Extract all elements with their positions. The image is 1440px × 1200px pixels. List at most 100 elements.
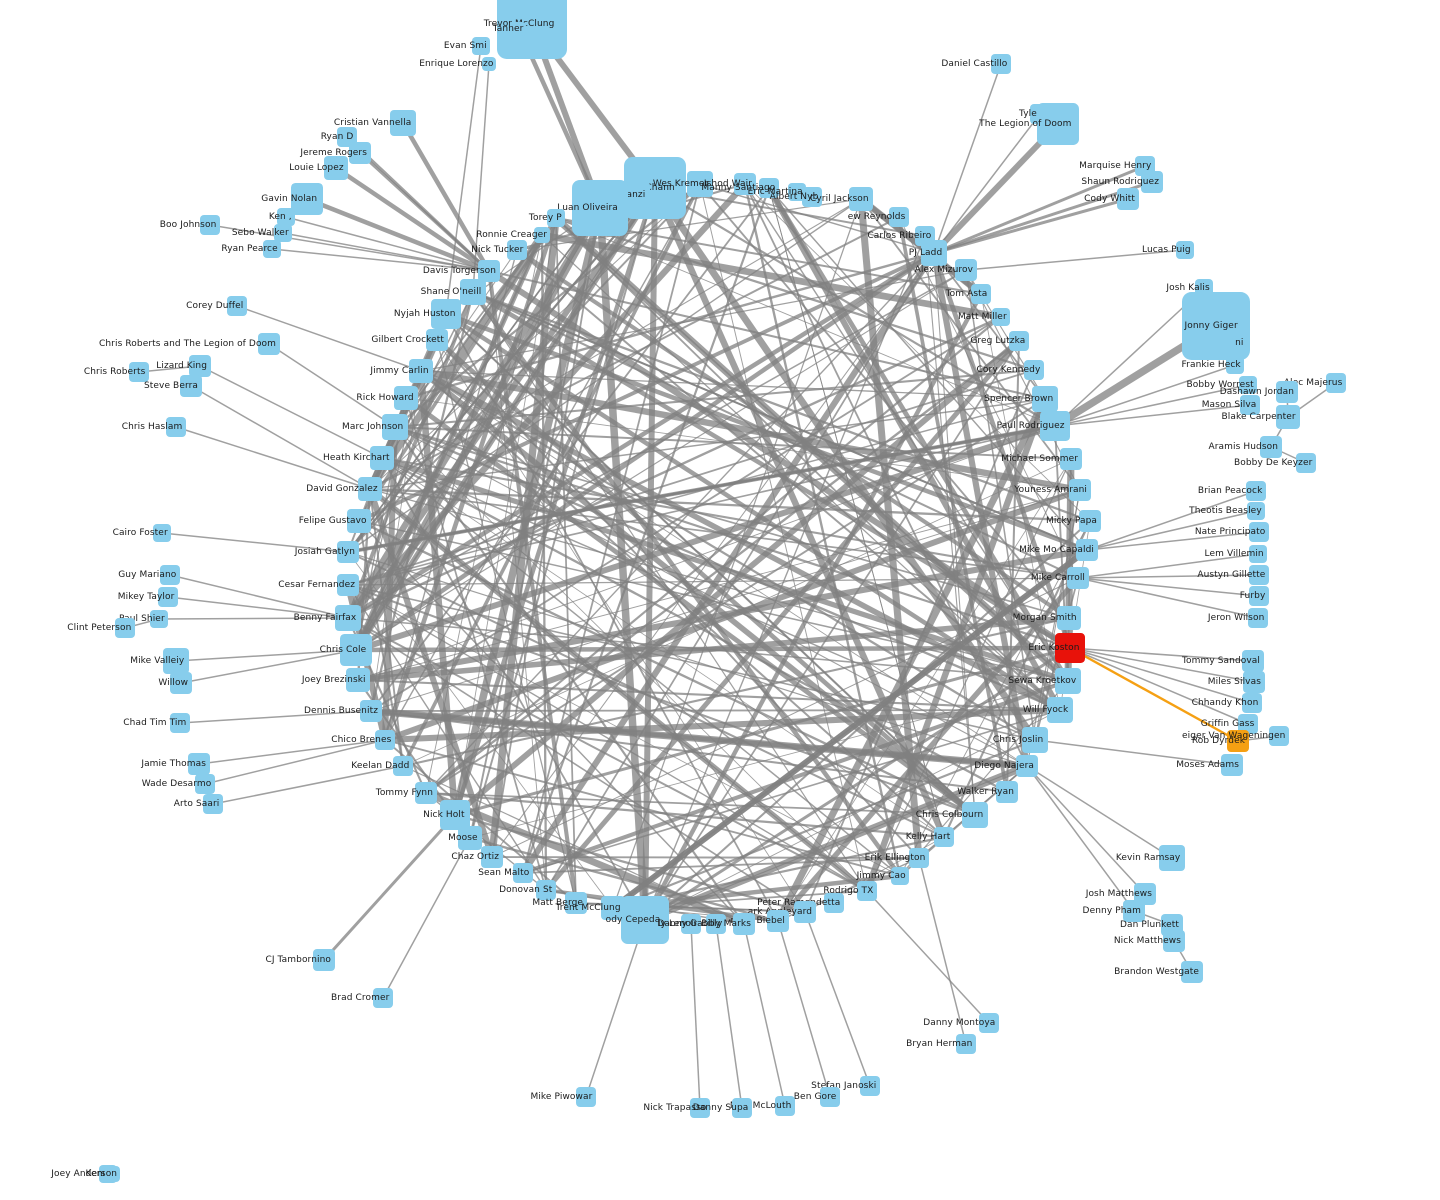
graph-node[interactable]: [624, 182, 650, 208]
graph-node[interactable]: [1227, 730, 1249, 752]
graph-node[interactable]: [962, 802, 988, 828]
graph-node[interactable]: [849, 187, 873, 211]
graph-node[interactable]: [794, 901, 816, 923]
graph-node[interactable]: [189, 355, 211, 377]
graph-node[interactable]: [478, 260, 500, 282]
graph-node[interactable]: [349, 142, 371, 164]
graph-node[interactable]: [170, 672, 192, 694]
graph-node[interactable]: [1238, 714, 1258, 734]
graph-node[interactable]: [1076, 539, 1098, 561]
graph-node[interactable]: [687, 171, 713, 197]
graph-node[interactable]: [734, 173, 756, 195]
graph-node[interactable]: [1159, 845, 1185, 871]
graph-node[interactable]: [482, 57, 496, 71]
graph-node[interactable]: [324, 156, 348, 180]
graph-node[interactable]: [565, 892, 587, 914]
graph-node[interactable]: [1024, 360, 1044, 380]
graph-node[interactable]: [572, 180, 628, 236]
graph-node[interactable]: [775, 1096, 795, 1116]
graph-node[interactable]: [1247, 502, 1265, 520]
graph-node[interactable]: [802, 187, 822, 207]
graph-node[interactable]: [979, 1013, 999, 1033]
graph-node[interactable]: [891, 867, 909, 885]
graph-node[interactable]: [1276, 381, 1298, 403]
graph-node[interactable]: [934, 827, 954, 847]
graph-node[interactable]: [1016, 755, 1038, 777]
graph-node[interactable]: [732, 1098, 752, 1118]
graph-node[interactable]: [690, 1098, 710, 1118]
graph-node[interactable]: [335, 605, 361, 631]
graph-node[interactable]: [1232, 336, 1246, 350]
graph-node[interactable]: [1296, 453, 1316, 473]
graph-node[interactable]: [1055, 633, 1085, 663]
graph-node[interactable]: [370, 446, 394, 470]
graph-node[interactable]: [681, 914, 701, 934]
graph-node[interactable]: [460, 279, 486, 305]
graph-node[interactable]: [1181, 961, 1203, 983]
graph-node[interactable]: [382, 414, 408, 440]
graph-node[interactable]: [258, 333, 280, 355]
graph-node[interactable]: [1060, 448, 1082, 470]
graph-node[interactable]: [955, 259, 977, 281]
graph-node[interactable]: [921, 240, 947, 266]
graph-node[interactable]: [1009, 331, 1029, 351]
graph-node[interactable]: [1326, 373, 1346, 393]
graph-node[interactable]: [512, 22, 526, 36]
graph-node[interactable]: [889, 207, 909, 227]
graph-node[interactable]: [547, 209, 565, 227]
graph-node[interactable]: [860, 1076, 880, 1096]
graph-node[interactable]: [337, 574, 359, 596]
graph-node[interactable]: [1221, 754, 1243, 776]
graph-node[interactable]: [431, 299, 461, 329]
graph-node[interactable]: [340, 634, 372, 666]
graph-node[interactable]: [393, 756, 413, 776]
graph-node[interactable]: [373, 988, 393, 1008]
graph-node[interactable]: [621, 896, 669, 944]
graph-node[interactable]: [472, 37, 490, 55]
graph-node[interactable]: [767, 910, 789, 932]
graph-node[interactable]: [956, 1034, 976, 1054]
graph-node[interactable]: [163, 648, 189, 674]
graph-node[interactable]: [1249, 565, 1269, 585]
graph-node[interactable]: [759, 178, 779, 198]
graph-node[interactable]: [1269, 726, 1289, 746]
graph-node[interactable]: [996, 781, 1018, 803]
graph-node[interactable]: [971, 284, 991, 304]
graph-node[interactable]: [115, 618, 135, 638]
graph-node[interactable]: [1248, 608, 1268, 628]
graph-node[interactable]: [313, 949, 335, 971]
graph-node[interactable]: [991, 54, 1011, 74]
graph-node[interactable]: [360, 700, 382, 722]
graph-node[interactable]: [200, 215, 220, 235]
graph-node[interactable]: [375, 730, 395, 750]
graph-node[interactable]: [857, 881, 877, 901]
graph-node[interactable]: [1163, 930, 1185, 952]
graph-node[interactable]: [1240, 395, 1260, 415]
graph-node[interactable]: [1079, 510, 1101, 532]
graph-node[interactable]: [440, 800, 470, 830]
graph-node[interactable]: [458, 826, 482, 850]
graph-node[interactable]: [909, 848, 929, 868]
graph-node[interactable]: [415, 782, 437, 804]
graph-node[interactable]: [1249, 586, 1269, 606]
graph-node[interactable]: [227, 296, 247, 316]
graph-node[interactable]: [1037, 103, 1079, 145]
graph-node[interactable]: [576, 1087, 596, 1107]
graph-node[interactable]: [1067, 567, 1089, 589]
graph-node[interactable]: [1176, 241, 1194, 259]
graph-node[interactable]: [203, 794, 223, 814]
graph-node[interactable]: [1057, 606, 1081, 630]
graph-node[interactable]: [1134, 883, 1156, 905]
graph-node[interactable]: [1242, 693, 1262, 713]
graph-node[interactable]: [358, 477, 382, 501]
graph-node[interactable]: [180, 375, 202, 397]
graph-node[interactable]: [1141, 171, 1163, 193]
graph-node[interactable]: [129, 362, 149, 382]
graph-node[interactable]: [481, 846, 503, 868]
graph-node[interactable]: [1249, 545, 1267, 563]
graph-node[interactable]: [706, 914, 726, 934]
graph-node[interactable]: [1032, 386, 1058, 412]
graph-node[interactable]: [1249, 522, 1269, 542]
graph-node[interactable]: [188, 753, 210, 775]
graph-node[interactable]: [1242, 650, 1264, 672]
